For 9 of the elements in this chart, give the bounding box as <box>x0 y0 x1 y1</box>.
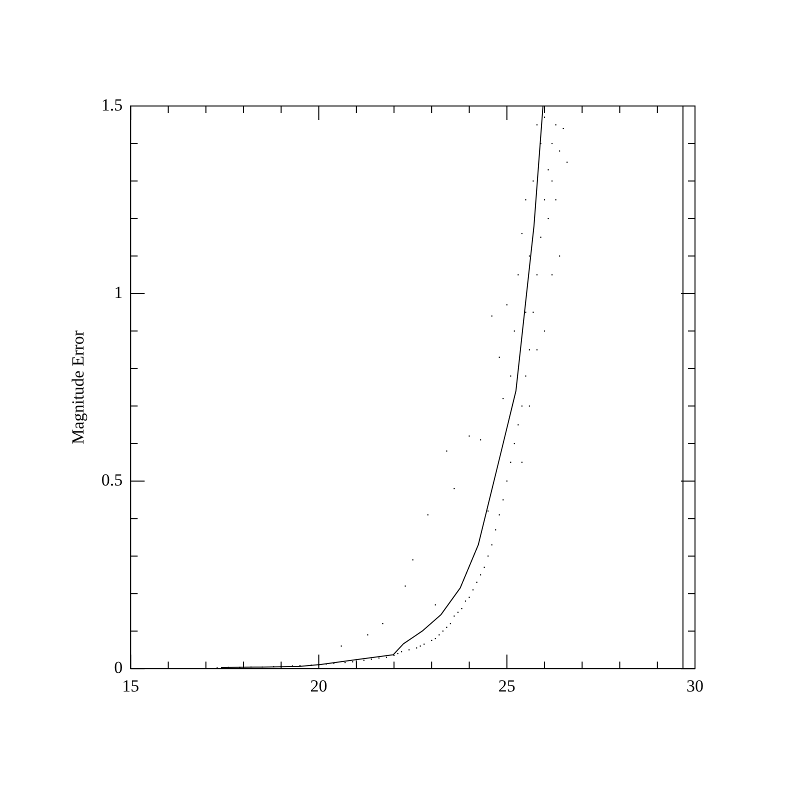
y-axis-title: Magnitude Error <box>68 330 88 444</box>
x-tick-label: 15 <box>122 676 140 696</box>
x-tick-label: 20 <box>310 676 328 696</box>
y-tick-label: 0 <box>114 658 123 678</box>
x-tick-label: 25 <box>498 676 516 696</box>
y-tick-label: 0.5 <box>101 470 123 490</box>
y-tick-label: 1.5 <box>101 95 123 114</box>
y-tick-label: 1 <box>114 283 123 302</box>
x-tick-label: 30 <box>686 676 704 696</box>
